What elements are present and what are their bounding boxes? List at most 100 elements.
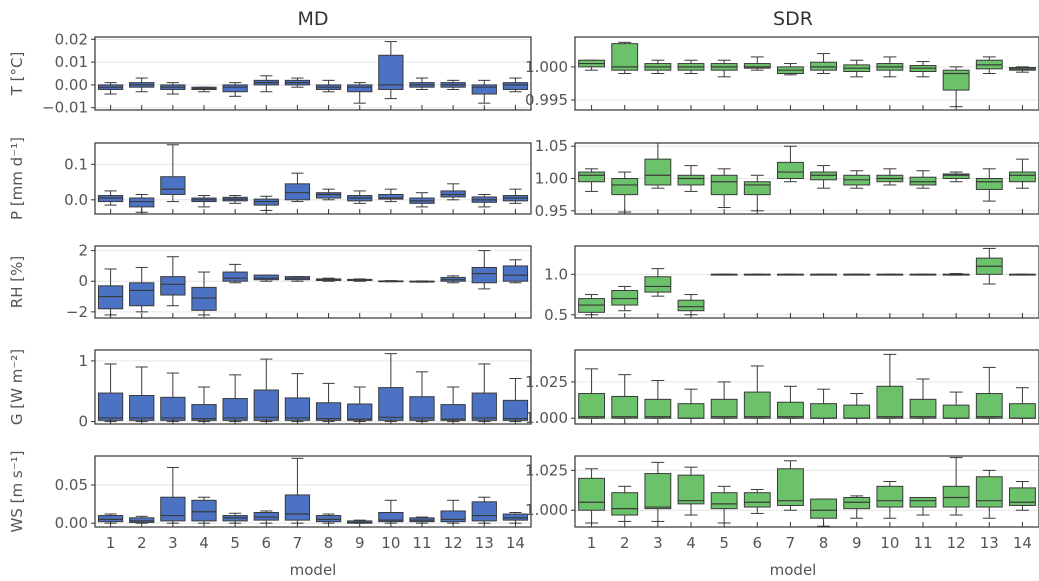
panel-G-SDR: 1.000 1.025 — [525, 349, 1039, 427]
box-6 — [253, 274, 279, 282]
box-body — [611, 289, 639, 306]
panel-frame — [574, 245, 1039, 319]
box-4 — [191, 195, 217, 208]
y-axis-label: P [mm d⁻¹] — [8, 137, 26, 220]
panel-frame — [574, 349, 1039, 425]
panel-frame — [94, 349, 532, 425]
x-tick-label: 9 — [852, 534, 862, 552]
box-5 — [710, 59, 738, 78]
box-body — [129, 282, 155, 307]
panel-G-MD: 0 1 G [W m⁻²] — [8, 349, 532, 431]
box-9 — [843, 59, 871, 78]
box-body — [710, 174, 738, 196]
y-tick-label: 0.00 — [55, 514, 88, 532]
box-3 — [644, 268, 672, 297]
box-body — [129, 394, 155, 421]
box-12 — [440, 79, 466, 90]
box-12 — [942, 66, 970, 108]
box-13 — [471, 193, 497, 208]
y-axis-label: T [°C] — [8, 52, 26, 97]
box-body — [942, 485, 970, 508]
box-body — [843, 404, 871, 419]
box-body — [975, 393, 1003, 419]
box-5 — [222, 512, 248, 524]
box-body — [810, 403, 837, 419]
x-tick-label: 7 — [786, 534, 796, 552]
box-body — [347, 403, 373, 421]
panel-frame — [94, 142, 532, 215]
box-8 — [810, 53, 837, 74]
box-14 — [502, 188, 529, 204]
box-4 — [191, 386, 217, 423]
box-1 — [97, 82, 124, 95]
box-10 — [876, 273, 904, 276]
y-tick-label: 1 — [78, 352, 88, 370]
box-7 — [777, 273, 804, 276]
box-body — [810, 61, 837, 71]
box-2 — [611, 374, 639, 419]
y-tick-label: 0.02 — [55, 30, 88, 48]
box-body — [578, 171, 605, 183]
box-body — [743, 391, 771, 419]
box-body — [440, 510, 466, 523]
box-14 — [502, 378, 529, 423]
box-body — [502, 399, 529, 421]
left-x-axis-label: model — [290, 561, 337, 579]
x-tick-label: 3 — [168, 534, 178, 552]
box-body — [191, 499, 217, 522]
box-body — [743, 63, 771, 69]
box-13 — [471, 250, 497, 290]
box-body — [222, 84, 248, 93]
box-9 — [843, 273, 871, 276]
y-tick-label: 1.025 — [525, 461, 568, 479]
box-11 — [409, 192, 435, 208]
box-5 — [222, 82, 248, 97]
box-2 — [611, 171, 639, 213]
box-body — [378, 511, 404, 523]
box-6 — [253, 358, 279, 423]
box-body — [777, 401, 804, 419]
x-tick-label: 8 — [324, 534, 334, 552]
y-tick-label: −0.01 — [42, 99, 88, 117]
x-tick-label: 9 — [355, 534, 365, 552]
box-body — [1009, 487, 1036, 506]
box-8 — [810, 273, 837, 276]
box-14 — [1009, 387, 1036, 419]
box-body — [129, 197, 155, 208]
box-body — [502, 513, 529, 521]
y-tick-label: 0.00 — [55, 76, 88, 94]
box-body — [644, 276, 672, 293]
box-10 — [876, 56, 904, 78]
box-12 — [942, 457, 970, 516]
box-body — [677, 299, 705, 312]
y-tick-label: 1.0 — [544, 265, 568, 283]
box-9 — [843, 393, 871, 419]
box-body — [611, 492, 639, 516]
box-body — [710, 492, 738, 510]
box-1 — [578, 59, 605, 71]
box-5 — [222, 263, 248, 284]
x-tick-label: 5 — [719, 534, 729, 552]
box-9 — [347, 386, 373, 423]
x-tick-label: 6 — [262, 534, 272, 552]
box-14 — [1009, 66, 1036, 73]
box-11 — [909, 170, 937, 189]
box-5 — [710, 381, 738, 419]
x-tick-label: 5 — [230, 534, 240, 552]
box-2 — [611, 41, 639, 74]
box-12 — [942, 171, 970, 183]
box-body — [975, 476, 1003, 508]
box-body — [315, 402, 342, 421]
box-body — [97, 515, 124, 523]
box-8 — [315, 188, 342, 201]
left-column-title: MD — [297, 8, 328, 30]
box-body — [502, 82, 529, 90]
y-axis-label: RH [%] — [8, 256, 26, 308]
box-8 — [315, 382, 342, 423]
box-8 — [810, 165, 837, 189]
box-7 — [777, 145, 804, 183]
box-10 — [378, 188, 404, 203]
panel-RH-SDR: 0.5 1.0 — [544, 245, 1039, 324]
y-tick-label: 0.1 — [64, 155, 88, 173]
y-tick-label: 0 — [78, 272, 88, 290]
